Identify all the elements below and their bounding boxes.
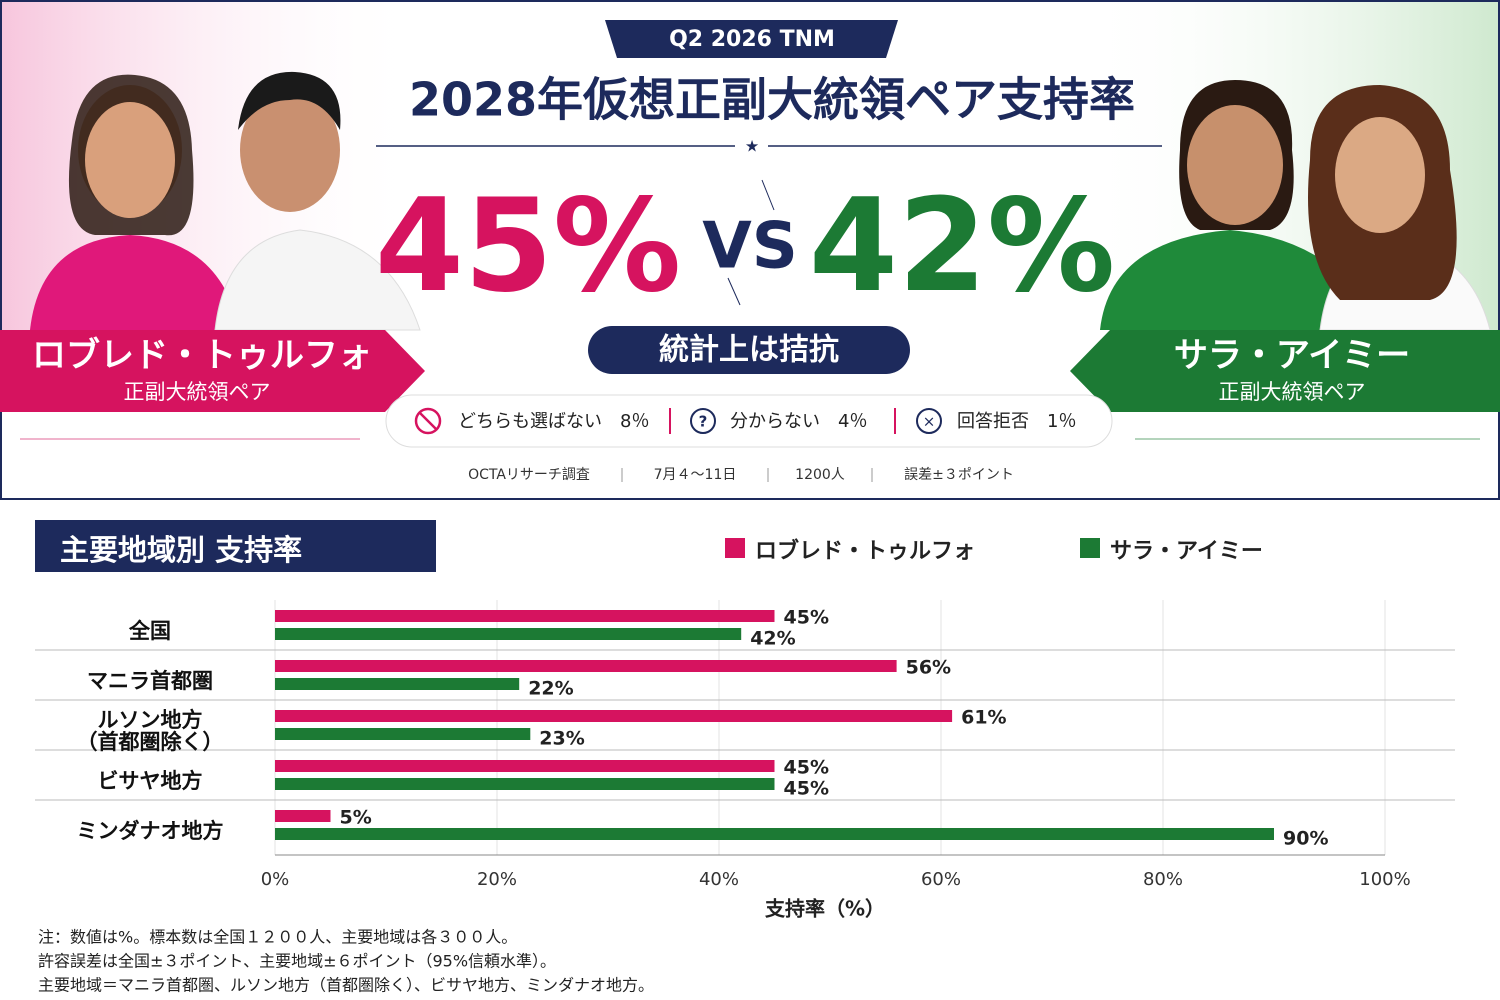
source: 誤差±３ポイント — [904, 467, 1014, 483]
icon-question-mark: ? — [699, 413, 708, 431]
left-name: ロブレド・トゥルフォ — [32, 336, 372, 376]
right-name: サラ・アイミー — [1174, 336, 1410, 376]
note: 許容誤差は全国±３ポイント、主要地域±６ポイント（95%信頼水準）。 — [38, 952, 556, 971]
source: 7月４〜11日 — [654, 467, 737, 483]
verdict: 統計上は拮抗 — [659, 333, 839, 368]
category-label: ミンダナオ地方 — [76, 819, 224, 843]
vs-slash — [761, 179, 775, 211]
badge-text: Q2 2026 TNM — [669, 27, 835, 52]
source-separators — [621, 468, 873, 482]
x-axis-title: 支持率（%） — [765, 897, 885, 921]
right-ribbon — [1070, 330, 1500, 412]
left-ribbon — [0, 330, 425, 412]
x-tick-label: 20% — [477, 869, 517, 890]
source: OCTAリサーチ調査 — [468, 467, 590, 483]
legend-swatch — [725, 538, 745, 558]
legend-label: ロブレド・トゥルフォ — [755, 538, 975, 564]
option-icons — [414, 407, 442, 435]
value-label: 5% — [340, 807, 372, 829]
category-label: マニラ首都圏 — [87, 669, 213, 693]
bar — [275, 610, 775, 622]
value-label: 45% — [784, 757, 829, 779]
right-sub: 正副大統領ペア — [1219, 380, 1366, 404]
value-label: 90% — [1283, 828, 1328, 850]
option: 回答拒否 1％ — [957, 411, 1076, 432]
right-pct: 42% — [809, 172, 1115, 321]
verdict-pill — [588, 326, 910, 374]
bar — [275, 828, 1274, 840]
bar — [275, 810, 331, 822]
star: ★ — [745, 137, 759, 156]
chart-title: 主要地域別 支持率 — [60, 533, 302, 567]
x-tick-label: 80% — [1143, 869, 1183, 890]
vs-slash — [727, 277, 741, 306]
left-sub: 正副大統領ペア — [124, 380, 271, 404]
source: 1200人 — [795, 467, 845, 483]
badge — [605, 20, 898, 58]
option: どちらも選ばない 8％ — [458, 411, 649, 432]
option: 分からない 4％ — [730, 411, 867, 432]
x-tick-label: 100% — [1359, 869, 1410, 890]
bar — [275, 660, 897, 672]
x-tick-label: 60% — [921, 869, 961, 890]
category-label: 全国 — [129, 619, 171, 643]
value-label: 45% — [784, 607, 829, 629]
legend-label: サラ・アイミー — [1110, 539, 1263, 564]
value-label: 22% — [528, 678, 573, 700]
icon-refuse-mark: × — [923, 413, 936, 431]
title: 2028年仮想正副大統領ペア支持率 — [409, 73, 1135, 127]
bar — [275, 710, 953, 722]
value-label: 61% — [961, 707, 1006, 729]
value-label: 23% — [539, 728, 584, 750]
x-tick-label: 40% — [699, 869, 739, 890]
legend-swatch — [1080, 538, 1100, 558]
note: 主要地域＝マニラ首都圏、ルソン地方（首都圏除く）、ビサヤ地方、ミンダナオ地方。 — [38, 976, 654, 995]
value-label: 45% — [784, 778, 829, 800]
bar — [275, 778, 775, 790]
x-tick-label: 0% — [261, 869, 290, 890]
note: 注：数値は%。標本数は全国１２００人、主要地域は各３００人。 — [38, 928, 517, 947]
category-label: ビサヤ地方 — [97, 769, 203, 793]
icon-question — [690, 408, 716, 434]
bar — [275, 678, 520, 690]
bar — [275, 760, 775, 772]
options-pill — [385, 394, 1113, 448]
category-label: ルソン地方 （首都圏除く） — [76, 708, 224, 754]
icon-refuse — [916, 408, 942, 434]
value-label: 42% — [750, 628, 795, 650]
value-label: 56% — [906, 657, 951, 679]
vs: VS — [702, 210, 798, 284]
bar — [275, 728, 531, 740]
left-pct: 45% — [375, 172, 681, 321]
bar — [275, 628, 742, 640]
right-portraits — [1100, 80, 1491, 331]
chart-title-box — [35, 520, 436, 572]
left-portraits — [30, 71, 421, 331]
